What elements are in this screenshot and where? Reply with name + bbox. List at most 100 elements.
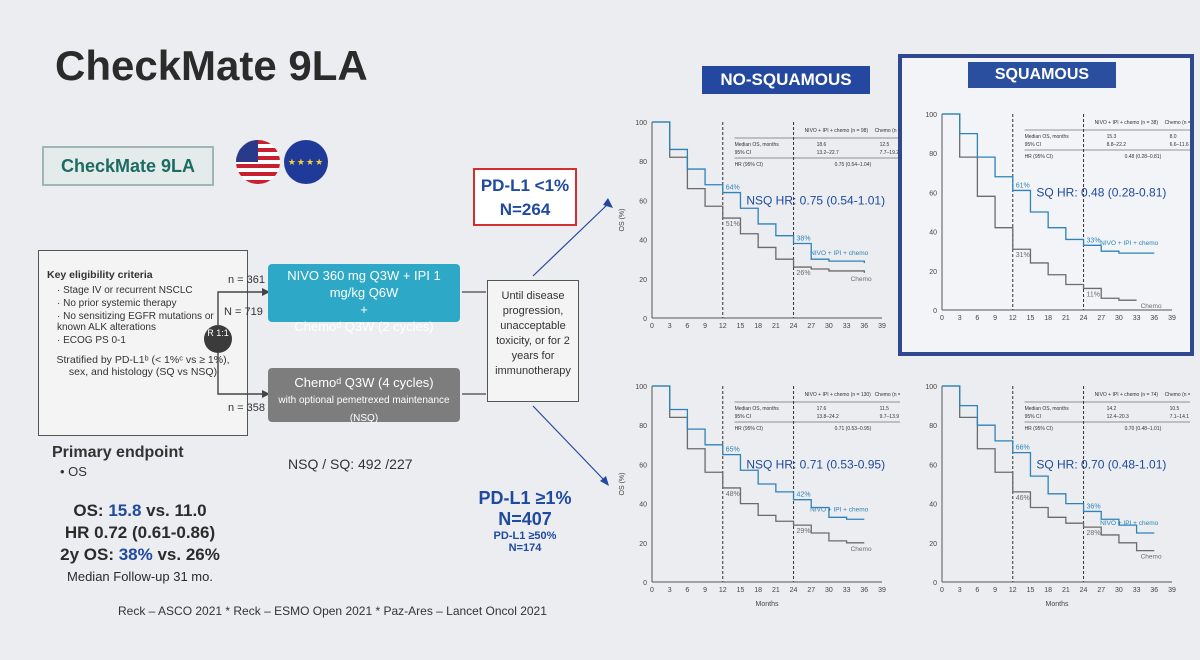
x-tick-label: 39 <box>1168 315 1176 322</box>
table-cell: 12.4–20.3 <box>1107 414 1129 420</box>
arm1-plus: + <box>360 302 368 317</box>
os-prefix: OS: <box>73 501 109 520</box>
stratification-text: Stratified by PD-L1ᵇ (< 1%ᶜ vs ≥ 1%), se… <box>56 354 230 378</box>
pct-label: 61% <box>1016 182 1030 189</box>
table-cell: 0.75 (0.54–1.04) <box>835 162 872 168</box>
nsq-sq-count: NSQ / SQ: 492 /227 <box>288 456 413 472</box>
arm1-line2: Chemoᵈ Q3W (2 cycles) <box>294 319 434 334</box>
arm-chemo: Chemoᵈ Q3W (4 cycles) with optional peme… <box>268 368 460 424</box>
hr-line: HR 0.72 (0.61-0.86) <box>64 523 216 542</box>
table-cell: Median OS, months <box>735 406 780 412</box>
legend-chemo: Chemo <box>851 276 872 283</box>
x-tick-label: 12 <box>1009 315 1017 322</box>
table-cell: 0.48 (0.28–0.81) <box>1125 154 1162 160</box>
arm1-line1: NIVO 360 mg Q3W + IPI 1 mg/kg Q6W <box>287 268 441 300</box>
x-tick-label: 33 <box>1133 587 1141 594</box>
table-cell: 14.2 <box>1107 406 1117 412</box>
y-tick-label: 20 <box>929 269 937 276</box>
y-tick-label: 20 <box>639 541 647 548</box>
arm2-line2: with optional pemetrexed maintenance (NS… <box>278 395 450 424</box>
x-tick-label: 6 <box>975 587 979 594</box>
table-cell: 10.5 <box>1170 406 1180 412</box>
pdl1-high-n: N=407 <box>498 509 552 529</box>
pct-label: 51% <box>726 221 740 228</box>
x-tick-label: 3 <box>958 315 962 322</box>
hr-label: SQ HR: 0.48 (0.28-0.81) <box>1036 185 1166 199</box>
x-tick-label: 12 <box>719 323 727 330</box>
table-header: Chemo (n = 93) <box>875 128 900 134</box>
x-axis-label: Months <box>756 601 779 608</box>
non-squamous-header: NO-SQUAMOUS <box>702 66 870 94</box>
y-tick-label: 100 <box>635 120 647 127</box>
primary-endpoint-value: OS <box>68 464 87 479</box>
primary-endpoint-heading: Primary endpoint <box>52 444 184 461</box>
squamous-header: SQUAMOUS <box>968 62 1116 88</box>
os-suffix: vs. 11.0 <box>141 501 207 520</box>
x-tick-label: 39 <box>1168 587 1176 594</box>
chemo-curve <box>652 385 865 544</box>
legend-nivo: NIVO + IPI + chemo <box>810 506 869 513</box>
squamous-panel <box>898 54 1194 356</box>
x-tick-label: 6 <box>975 315 979 322</box>
y-tick-label: 80 <box>639 423 647 430</box>
followup-text: Median Follow-up 31 mo. <box>67 569 213 584</box>
pct-label: 28% <box>1087 530 1101 537</box>
table-cell: HR (95% CI) <box>735 162 764 168</box>
x-tick-label: 33 <box>843 323 851 330</box>
x-tick-label: 9 <box>703 587 707 594</box>
eligibility-item: No sensitizing EGFR mutations or known A… <box>57 311 239 333</box>
pct-label: 64% <box>726 185 740 192</box>
arm-nivo-ipi-chemo: NIVO 360 mg Q3W + IPI 1 mg/kg Q6W + Chem… <box>268 264 460 334</box>
x-tick-label: 6 <box>685 323 689 330</box>
citation: Reck – ASCO 2021 * Reck – ESMO Open 2021… <box>118 604 547 618</box>
y-tick-label: 0 <box>643 580 647 587</box>
table-cell: HR (95% CI) <box>1025 426 1054 432</box>
pdl1-50-n: N=174 <box>508 542 542 554</box>
eligibility-heading: Key eligibility criteria <box>47 269 153 281</box>
pct-label: 46% <box>1016 495 1030 502</box>
nivo-curve <box>652 385 865 520</box>
y-tick-label: 80 <box>929 423 937 430</box>
y-tick-label: 100 <box>635 384 647 391</box>
table-cell: Median OS, months <box>1025 134 1070 140</box>
y-tick-label: 80 <box>639 159 647 166</box>
x-tick-label: 30 <box>825 323 833 330</box>
x-tick-label: 27 <box>1097 315 1105 322</box>
table-cell: 6.6–11.6 <box>1170 142 1189 148</box>
x-tick-label: 36 <box>1150 315 1158 322</box>
x-tick-label: 39 <box>878 323 886 330</box>
x-tick-label: 21 <box>1062 587 1070 594</box>
table-cell: 15.3 <box>1107 134 1117 140</box>
n-total-label: N = 719 <box>224 306 263 318</box>
y-axis-label: OS (%) <box>619 209 626 232</box>
table-cell: HR (95% CI) <box>735 426 764 432</box>
nivo-curve <box>942 385 1155 534</box>
y2-suffix: vs. 26% <box>152 545 220 564</box>
table-cell: 95% CI <box>735 414 751 420</box>
x-tick-label: 0 <box>940 315 944 322</box>
x-tick-label: 21 <box>1062 315 1070 322</box>
y-tick-label: 20 <box>639 277 647 284</box>
pdl1-low-box: PD-L1 <1% N=264 <box>473 168 577 226</box>
y-tick-label: 80 <box>929 151 937 158</box>
y-tick-label: 60 <box>639 198 647 205</box>
x-tick-label: 36 <box>860 323 868 330</box>
pct-label: 31% <box>1016 252 1030 259</box>
x-tick-label: 3 <box>668 323 672 330</box>
x-tick-label: 24 <box>790 587 798 594</box>
x-tick-label: 18 <box>754 587 762 594</box>
x-tick-label: 15 <box>1027 315 1035 322</box>
nivo-curve <box>652 121 865 264</box>
x-tick-label: 21 <box>772 587 780 594</box>
x-tick-label: 33 <box>1133 315 1141 322</box>
table-cell: Median OS, months <box>1025 406 1070 412</box>
pdl1-high-label: PD-L1 ≥1% <box>478 488 572 508</box>
table-header: Chemo (n = 36) <box>1165 120 1190 126</box>
eligibility-item: No prior systemic therapy <box>57 298 239 309</box>
x-tick-label: 3 <box>958 587 962 594</box>
table-cell: 8.0 <box>1170 134 1177 140</box>
arm2-line1: Chemoᵈ Q3W (4 cycles) <box>294 375 434 390</box>
y-tick-label: 60 <box>929 462 937 469</box>
